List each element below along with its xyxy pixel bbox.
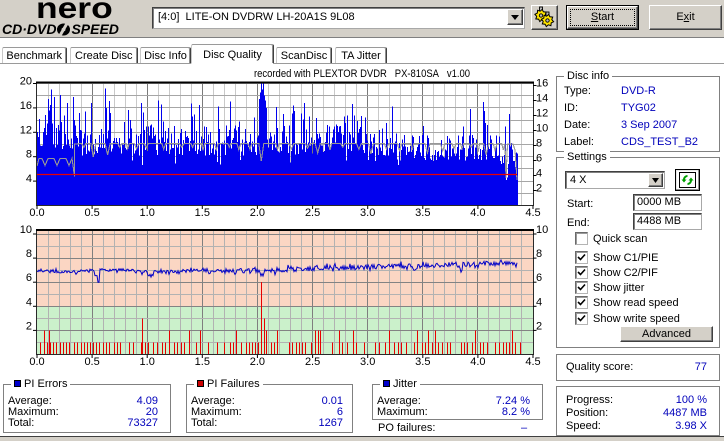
svg-text:12: 12 [536, 108, 548, 120]
svg-text:6: 6 [536, 153, 542, 165]
svg-text:2: 2 [26, 320, 32, 332]
svg-text:8: 8 [26, 149, 32, 161]
svg-text:1.5: 1.5 [195, 356, 210, 368]
svg-text:2.0: 2.0 [250, 207, 265, 219]
svg-text:8: 8 [536, 138, 542, 150]
svg-text:0.0: 0.0 [29, 207, 44, 219]
svg-text:2.5: 2.5 [305, 356, 320, 368]
svg-text:0.5: 0.5 [84, 356, 99, 368]
svg-text:8: 8 [26, 248, 32, 260]
svg-text:6: 6 [536, 272, 542, 284]
svg-text:2.5: 2.5 [305, 207, 320, 219]
svg-text:3.0: 3.0 [360, 207, 375, 219]
svg-text:2: 2 [536, 320, 542, 332]
svg-text:4: 4 [536, 296, 542, 308]
svg-text:4: 4 [26, 296, 32, 308]
svg-text:1.0: 1.0 [140, 207, 155, 219]
svg-text:10: 10 [536, 224, 548, 236]
svg-text:4.5: 4.5 [525, 356, 540, 368]
svg-text:10: 10 [20, 224, 32, 236]
svg-text:4: 4 [26, 173, 32, 185]
svg-text:3.5: 3.5 [415, 356, 430, 368]
svg-text:2.0: 2.0 [250, 356, 265, 368]
svg-text:12: 12 [20, 124, 32, 136]
svg-text:20: 20 [20, 76, 32, 88]
svg-text:16: 16 [20, 100, 32, 112]
svg-text:0.0: 0.0 [29, 356, 44, 368]
svg-text:14: 14 [536, 93, 548, 105]
svg-text:2: 2 [536, 183, 542, 195]
svg-text:0.5: 0.5 [84, 207, 99, 219]
svg-text:recorded with PLEXTOR DVDR P: recorded with PLEXTOR DVDR PX-810SA v1.0… [254, 68, 470, 80]
svg-text:6: 6 [26, 272, 32, 284]
svg-text:3.5: 3.5 [415, 207, 430, 219]
svg-text:8: 8 [536, 248, 542, 260]
svg-text:1.0: 1.0 [140, 356, 155, 368]
svg-text:10: 10 [536, 123, 548, 135]
svg-text:3.0: 3.0 [360, 356, 375, 368]
svg-text:4.5: 4.5 [525, 207, 540, 219]
svg-text:1.5: 1.5 [195, 207, 210, 219]
svg-text:4: 4 [536, 168, 542, 180]
svg-text:16: 16 [536, 78, 548, 90]
svg-text:4.0: 4.0 [470, 207, 485, 219]
svg-text:4.0: 4.0 [470, 356, 485, 368]
